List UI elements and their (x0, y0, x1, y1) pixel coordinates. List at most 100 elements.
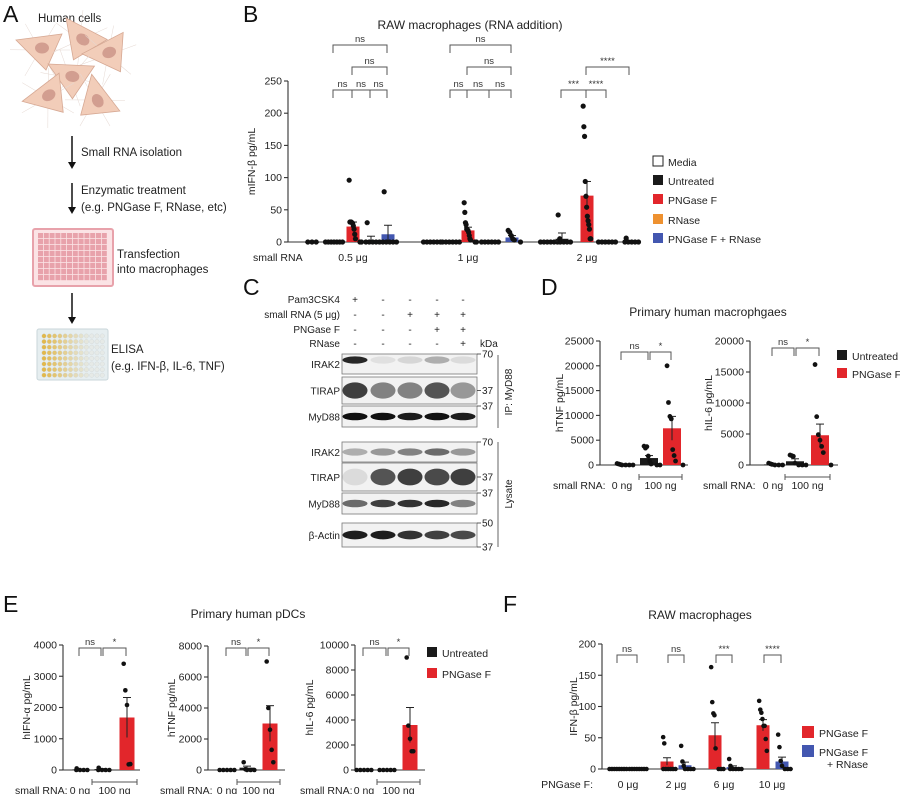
x-group-range-bracket (376, 779, 421, 785)
well (57, 361, 63, 367)
blot-tirap-lysate: TIRAP 37 (311, 462, 494, 492)
data-point (657, 462, 663, 468)
legend-label: PNGase F (819, 747, 868, 759)
treatment-sign: - (435, 339, 438, 350)
legend-label: Untreated (668, 176, 714, 188)
well (68, 350, 73, 356)
y-tick-label: 2000 (34, 702, 58, 714)
well (62, 356, 68, 361)
blot-label: IRAK2 (311, 360, 340, 371)
well (96, 257, 101, 263)
well (57, 350, 63, 356)
cell-icon (21, 67, 75, 129)
human-cells-illustration (9, 10, 137, 129)
protein-band (370, 468, 396, 486)
well (67, 257, 72, 263)
legend-item: PNGase F + RNase (653, 233, 761, 246)
significance-label: ns (364, 56, 374, 67)
significance-label: **** (589, 79, 604, 90)
data-point (473, 239, 480, 245)
protein-band (450, 468, 476, 486)
y-tick-label: 6000 (179, 672, 203, 684)
well (99, 367, 105, 372)
significance-label: **** (600, 56, 615, 67)
data-point (124, 702, 130, 708)
bar-group (505, 227, 524, 245)
data-point (779, 763, 785, 769)
bar-group (775, 732, 793, 772)
data-point (244, 767, 250, 773)
well (84, 344, 89, 350)
well (38, 269, 43, 275)
blot-label: MyD88 (308, 413, 340, 424)
significance-label: **** (765, 644, 780, 655)
data-point (721, 766, 726, 772)
well (96, 275, 101, 281)
significance-label: ns (453, 79, 463, 90)
bar-group (363, 220, 383, 245)
well (101, 275, 107, 281)
bar-group (613, 461, 636, 468)
y-tick-label: 4000 (179, 703, 203, 715)
significance-bracket: ns (771, 337, 795, 356)
well (84, 350, 89, 356)
well (61, 257, 67, 263)
well (67, 251, 72, 257)
x-group-range-bracket (91, 779, 138, 785)
data-point (764, 748, 770, 754)
well (99, 344, 105, 350)
chart-d-2: 0 5000 10000 15000 20000 hIL-6 pg/mL ns * small … (703, 336, 900, 493)
data-point (619, 462, 625, 468)
data-point (406, 723, 411, 728)
data-point (670, 447, 676, 453)
significance-bracket: ns (225, 637, 247, 656)
legend-swatch (652, 155, 664, 167)
well (61, 239, 67, 245)
data-point (812, 362, 818, 367)
well (52, 339, 57, 344)
significance-label: ns (629, 341, 639, 352)
blot-irak2-lysate: IRAK2 70 (311, 438, 494, 463)
significance-label: * (659, 341, 663, 352)
step-enzymatic-treatment-examples: (e.g. PNGase F, RNase, etc) (81, 202, 227, 214)
data-point (456, 239, 463, 245)
data-point (266, 705, 271, 711)
well (52, 344, 57, 350)
data-point (762, 723, 767, 729)
data-point (96, 767, 101, 773)
well (84, 372, 89, 378)
x-tick-label: 100 ng (791, 480, 823, 492)
well (73, 367, 79, 372)
well (99, 361, 105, 367)
data-point (644, 766, 649, 772)
data-point (128, 761, 133, 767)
well (43, 233, 49, 239)
well (41, 372, 47, 378)
legend-item: Untreated (837, 350, 898, 363)
well (94, 356, 100, 361)
data-point (763, 736, 769, 742)
significance-bracket: * (247, 637, 270, 656)
well (78, 333, 84, 339)
treatment-sign: + (460, 339, 466, 350)
data-point (346, 177, 352, 183)
data-point (217, 767, 222, 773)
data-point (377, 767, 382, 773)
kda-marker: 37 (482, 386, 494, 397)
well (72, 269, 78, 275)
data-point (680, 462, 686, 468)
data-point (726, 756, 732, 762)
well (38, 233, 43, 239)
y-tick-label: 50 (270, 204, 282, 216)
data-point (467, 237, 474, 243)
nucleus-icon (65, 70, 80, 82)
well (46, 372, 52, 378)
data-point (581, 124, 587, 130)
well (78, 367, 84, 372)
kda-marker: 50 (482, 519, 494, 530)
bar-group (764, 460, 785, 468)
well (72, 233, 78, 239)
well (57, 344, 63, 350)
significance-label: * (397, 637, 401, 648)
data-point (361, 767, 367, 773)
